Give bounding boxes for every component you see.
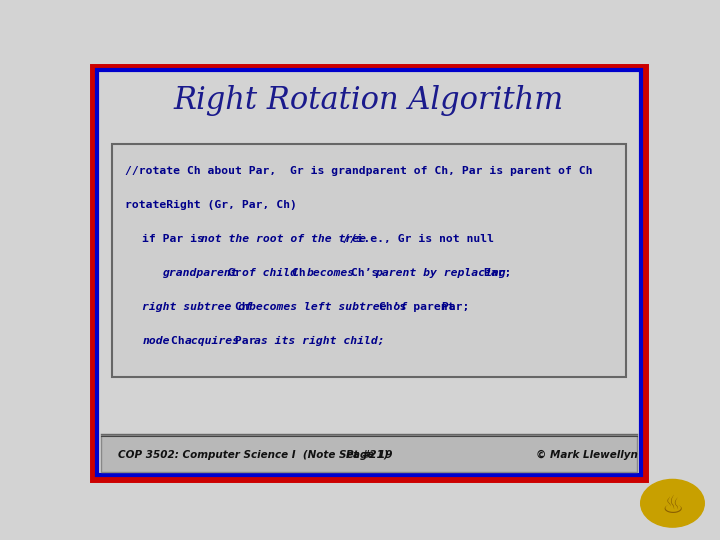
Text: COP 3502: Computer Science I  (Note Set #21): COP 3502: Computer Science I (Note Set #… — [118, 450, 389, 460]
Text: Page 19: Page 19 — [346, 450, 392, 460]
Text: © Mark Llewellyn: © Mark Llewellyn — [536, 450, 638, 460]
Text: not the root of the tree: not the root of the tree — [201, 234, 366, 244]
Text: Par;: Par; — [436, 302, 470, 312]
Text: acquires: acquires — [185, 336, 240, 346]
Text: right subtree of: right subtree of — [143, 302, 253, 312]
Text: //i.e., Gr is not null: //i.e., Gr is not null — [329, 234, 494, 244]
Text: becomes left subtree of: becomes left subtree of — [249, 302, 407, 312]
Text: Right Rotation Algorithm: Right Rotation Algorithm — [174, 85, 564, 116]
Text: Ch’s: Ch’s — [343, 268, 385, 278]
Circle shape — [641, 480, 704, 527]
Text: Par;: Par; — [477, 268, 511, 278]
FancyBboxPatch shape — [101, 435, 637, 472]
Text: Par: Par — [228, 336, 262, 346]
Text: Ch’s parent: Ch’s parent — [372, 302, 454, 312]
Text: grandparent: grandparent — [163, 268, 238, 278]
Text: //rotate Ch about Par,  Gr is grandparent of Ch, Par is parent of Ch: //rotate Ch about Par, Gr is grandparent… — [125, 166, 592, 176]
Text: Ch: Ch — [285, 268, 312, 278]
Text: node: node — [143, 336, 170, 346]
Text: of child: of child — [243, 268, 297, 278]
Text: ♨: ♨ — [661, 494, 684, 518]
Text: rotateRight (Gr, Par, Ch): rotateRight (Gr, Par, Ch) — [125, 200, 297, 210]
Text: becomes: becomes — [307, 268, 354, 278]
Text: as its right child;: as its right child; — [254, 336, 385, 346]
FancyBboxPatch shape — [112, 144, 626, 377]
Text: Gr: Gr — [221, 268, 248, 278]
Text: Ch: Ch — [163, 336, 192, 346]
Text: if Par is: if Par is — [143, 234, 218, 244]
Text: parent by replacing: parent by replacing — [376, 268, 506, 278]
Text: Ch: Ch — [228, 302, 255, 312]
